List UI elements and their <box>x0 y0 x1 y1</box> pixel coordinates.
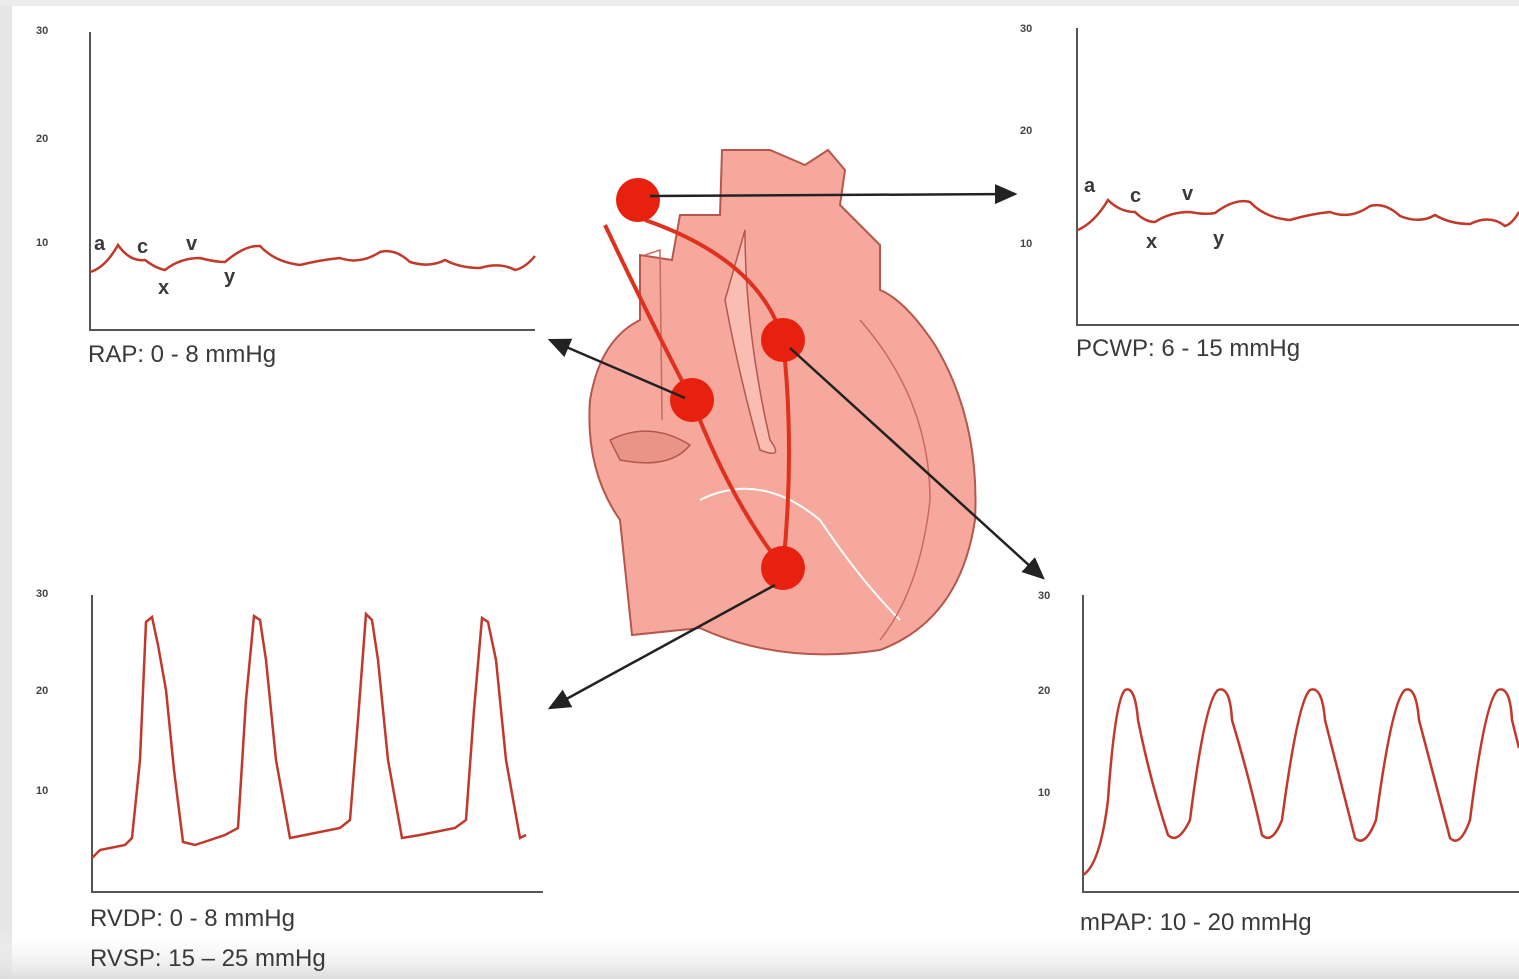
wave-label: x <box>1146 231 1157 253</box>
y-tick-label: 20 <box>1038 685 1050 697</box>
y-tick-label: 20 <box>36 685 48 697</box>
wave-label: a <box>94 233 106 255</box>
wave-label: c <box>137 236 148 258</box>
panel: 30 20 10 RVDP: 0 - 8 mmHg RVSP: 15 – 25 … <box>36 588 543 972</box>
y-tick-label: 30 <box>1020 23 1032 35</box>
panel: 30 20 10 a c v x y RAP: 0 - 8 mmHg <box>36 25 535 368</box>
wave-label: y <box>1213 228 1225 250</box>
axis <box>1077 28 1519 325</box>
axis <box>90 32 535 330</box>
y-tick-label: 30 <box>36 588 48 600</box>
panel: 30 20 10 a c v x y PCWP: 6 - 15 mmHg <box>1020 23 1519 362</box>
y-tick-label: 10 <box>1020 238 1032 250</box>
caption: RAP: 0 - 8 mmHg <box>88 341 276 368</box>
y-tick-label: 30 <box>36 25 48 37</box>
wave-label: v <box>1182 183 1194 205</box>
wave-label: y <box>224 266 236 288</box>
waveform <box>1078 200 1519 230</box>
y-tick-label: 30 <box>1038 590 1050 602</box>
waveform <box>90 245 535 272</box>
site-dot <box>616 178 660 222</box>
axis <box>92 595 543 892</box>
caption: RVSP: 15 – 25 mmHg <box>90 945 326 972</box>
site-dot <box>761 546 805 590</box>
y-tick-label: 10 <box>1038 787 1050 799</box>
panel: 30 20 10 mPAP: 10 - 20 mmHg <box>1038 590 1519 936</box>
waveform <box>1083 689 1519 875</box>
page: {"panels": [ {"captions": ["RAP: 0 - 8 m… <box>0 0 1519 979</box>
axis <box>1083 595 1519 892</box>
caption: PCWP: 6 - 15 mmHg <box>1076 335 1300 362</box>
wave-label: v <box>186 233 198 255</box>
side-strip <box>0 0 12 979</box>
y-tick-label: 10 <box>36 785 48 797</box>
waveform <box>92 614 526 858</box>
wave-label: c <box>1130 185 1141 207</box>
top-strip <box>0 0 1519 6</box>
caption: RVDP: 0 - 8 mmHg <box>90 905 295 932</box>
y-tick-label: 10 <box>36 237 48 249</box>
wave-label: x <box>158 277 169 299</box>
diagram: 30 20 10 a c v x y RAP: 0 - 8 mmHg 30 20… <box>0 0 1519 979</box>
wave-label: a <box>1084 175 1096 197</box>
y-tick-label: 20 <box>36 133 48 145</box>
caption: mPAP: 10 - 20 mmHg <box>1080 909 1312 936</box>
site-dot <box>670 378 714 422</box>
arrow <box>650 194 1015 196</box>
y-tick-label: 20 <box>1020 125 1032 137</box>
